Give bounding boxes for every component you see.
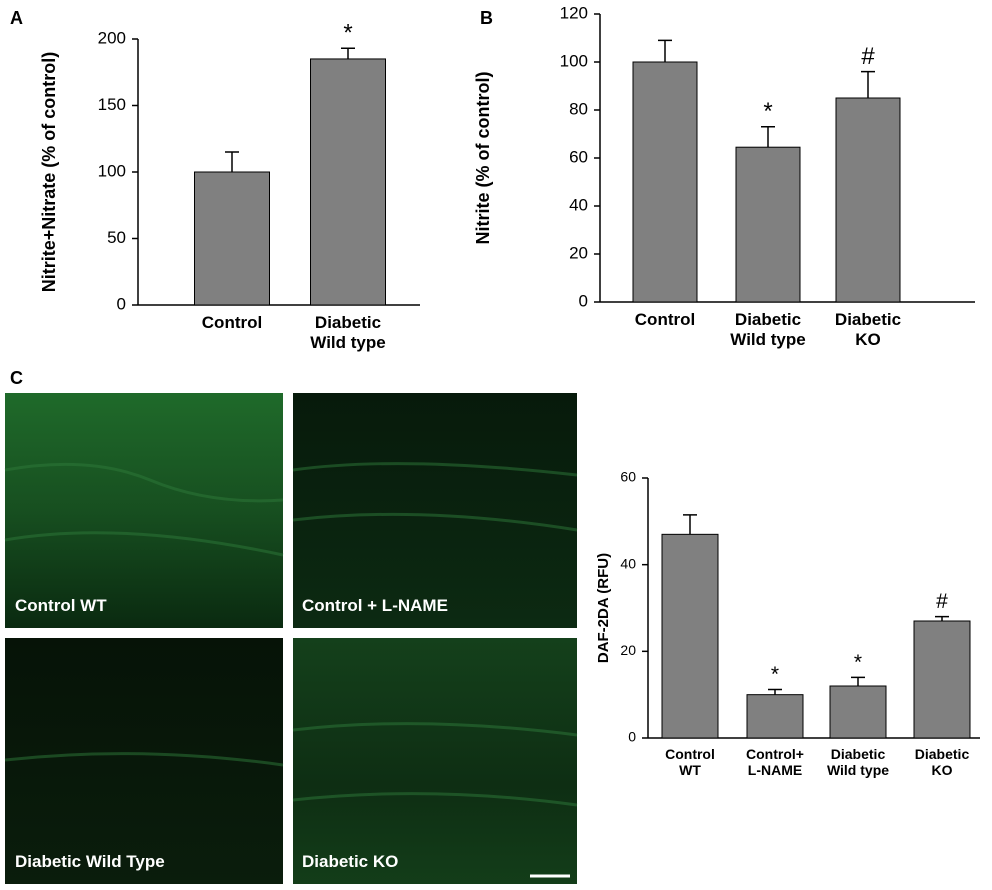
error-bar <box>851 676 865 686</box>
bar <box>829 685 887 739</box>
error-bar <box>225 151 239 172</box>
image-label: Control + L-NAME <box>302 596 448 615</box>
significance-mark: # <box>861 43 875 70</box>
bar <box>632 61 698 303</box>
panel-label: A <box>10 8 23 28</box>
y-tick-label: 0 <box>628 729 636 745</box>
x-tick-label: Diabetic KO <box>914 746 970 779</box>
significance-mark: * <box>854 651 862 674</box>
y-tick-label: 20 <box>569 243 588 262</box>
significance-mark: * <box>763 98 772 125</box>
x-tick-label: Diabetic Wild type <box>826 746 890 779</box>
bar <box>835 97 901 303</box>
bar <box>746 694 804 739</box>
micrograph <box>5 393 283 628</box>
y-tick-label: 20 <box>620 642 636 658</box>
panel-label: C <box>10 368 23 388</box>
x-tick-label: Control WT <box>665 746 715 779</box>
x-tick-label: Diabetic Wild type <box>310 313 386 352</box>
error-bar <box>935 615 949 621</box>
y-tick-label: 40 <box>569 195 588 214</box>
bar <box>661 533 719 739</box>
micrograph <box>5 638 283 884</box>
y-tick-label: 100 <box>98 161 126 180</box>
error-bar <box>683 514 697 535</box>
y-axis-label: Nitrite+Nitrate (% of control) <box>39 52 59 293</box>
error-bar <box>761 126 775 148</box>
error-bar <box>341 47 355 59</box>
bar <box>310 58 386 306</box>
x-tick-label: Diabetic KO <box>834 310 902 349</box>
y-tick-label: 50 <box>107 228 126 247</box>
error-bar <box>658 39 672 62</box>
panel-label: B <box>480 8 493 28</box>
y-tick-label: 150 <box>98 95 126 114</box>
x-tick-label: Control <box>634 310 696 329</box>
y-tick-label: 80 <box>569 99 588 118</box>
y-axis-label: Nitrite (% of control) <box>473 72 493 245</box>
bar <box>735 146 801 303</box>
y-tick-label: 200 <box>98 28 126 47</box>
y-tick-label: 0 <box>579 291 588 310</box>
image-label: Diabetic Wild Type <box>15 852 165 871</box>
y-tick-label: 60 <box>569 147 588 166</box>
image-label: Diabetic KO <box>302 852 399 871</box>
tissue-layer <box>4 462 578 807</box>
significance-mark: * <box>771 663 779 686</box>
significance-mark: # <box>936 590 948 613</box>
bar <box>913 620 971 739</box>
bar <box>194 171 270 306</box>
y-tick-label: 40 <box>620 555 636 571</box>
error-bar <box>861 70 875 98</box>
y-tick-label: 60 <box>620 469 636 485</box>
y-tick-label: 100 <box>560 51 588 70</box>
x-tick-label: Diabetic Wild type <box>730 310 806 349</box>
significance-mark: * <box>343 20 352 47</box>
y-tick-label: 0 <box>117 294 126 313</box>
y-tick-label: 120 <box>560 3 588 22</box>
micrograph <box>293 393 577 628</box>
y-axis-label: DAF-2DA (RFU) <box>595 553 612 663</box>
x-tick-label: Control <box>201 313 263 332</box>
image-label: Control WT <box>15 596 107 615</box>
x-tick-label: Control+ L-NAME <box>746 746 804 779</box>
error-bar <box>768 688 782 695</box>
micrograph <box>293 638 577 884</box>
